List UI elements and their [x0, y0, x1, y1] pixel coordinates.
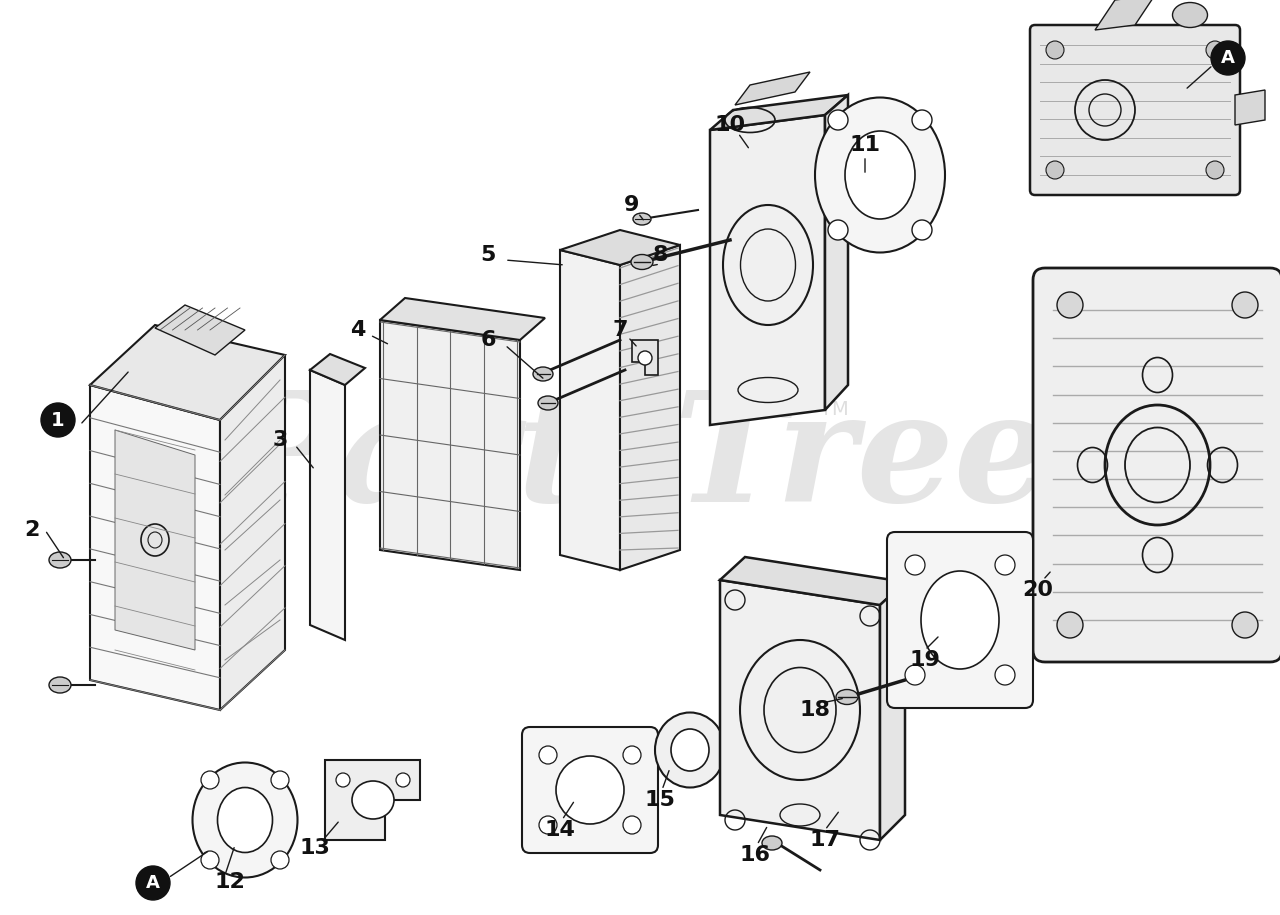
- Ellipse shape: [49, 552, 70, 568]
- Ellipse shape: [556, 756, 625, 824]
- Polygon shape: [632, 340, 658, 375]
- FancyBboxPatch shape: [522, 727, 658, 853]
- Text: 14: 14: [544, 820, 576, 840]
- Circle shape: [623, 746, 641, 764]
- Text: 15: 15: [645, 790, 676, 810]
- Text: 12: 12: [215, 872, 246, 892]
- Circle shape: [1231, 612, 1258, 638]
- Text: 20: 20: [1023, 580, 1053, 600]
- Polygon shape: [1094, 0, 1155, 30]
- Text: PartsTree: PartsTree: [228, 385, 1052, 534]
- Circle shape: [271, 771, 289, 789]
- Text: A: A: [1221, 49, 1235, 67]
- Circle shape: [335, 773, 349, 787]
- Text: 1: 1: [51, 411, 65, 429]
- Text: 2: 2: [24, 520, 40, 540]
- Polygon shape: [220, 355, 285, 710]
- Polygon shape: [561, 250, 620, 570]
- Text: 13: 13: [300, 838, 330, 858]
- Circle shape: [1057, 612, 1083, 638]
- Polygon shape: [380, 320, 520, 570]
- FancyBboxPatch shape: [887, 532, 1033, 708]
- Text: A: A: [146, 874, 160, 892]
- Polygon shape: [90, 385, 220, 710]
- Polygon shape: [90, 325, 285, 420]
- Text: 17: 17: [809, 830, 841, 850]
- Polygon shape: [710, 115, 826, 425]
- Polygon shape: [380, 298, 545, 340]
- Circle shape: [396, 773, 410, 787]
- Ellipse shape: [634, 213, 652, 225]
- FancyBboxPatch shape: [1033, 268, 1280, 662]
- Ellipse shape: [631, 254, 653, 270]
- Circle shape: [539, 816, 557, 834]
- Ellipse shape: [762, 836, 782, 850]
- Text: 16: 16: [740, 845, 771, 865]
- Ellipse shape: [532, 367, 553, 381]
- Circle shape: [136, 866, 170, 900]
- Text: 8: 8: [653, 245, 668, 265]
- Polygon shape: [620, 245, 680, 570]
- Ellipse shape: [538, 396, 558, 410]
- Ellipse shape: [922, 571, 998, 669]
- Polygon shape: [155, 305, 244, 355]
- Circle shape: [1211, 41, 1245, 75]
- Ellipse shape: [218, 788, 273, 853]
- Circle shape: [905, 665, 925, 685]
- Circle shape: [828, 110, 849, 130]
- Polygon shape: [325, 760, 420, 840]
- Polygon shape: [881, 582, 905, 840]
- Polygon shape: [115, 430, 195, 650]
- Polygon shape: [561, 230, 680, 265]
- Ellipse shape: [192, 762, 297, 877]
- Circle shape: [1046, 41, 1064, 59]
- Polygon shape: [1235, 90, 1265, 125]
- Ellipse shape: [49, 677, 70, 693]
- Text: 7: 7: [612, 320, 627, 340]
- Ellipse shape: [836, 690, 858, 705]
- Circle shape: [905, 555, 925, 575]
- Text: 18: 18: [800, 700, 831, 720]
- Polygon shape: [719, 557, 905, 605]
- Circle shape: [995, 555, 1015, 575]
- Circle shape: [539, 746, 557, 764]
- Polygon shape: [826, 95, 849, 410]
- Text: 10: 10: [714, 115, 745, 135]
- Circle shape: [828, 220, 849, 240]
- Circle shape: [911, 220, 932, 240]
- Circle shape: [623, 816, 641, 834]
- Circle shape: [1231, 292, 1258, 318]
- Circle shape: [201, 851, 219, 869]
- Circle shape: [995, 665, 1015, 685]
- Ellipse shape: [845, 131, 915, 219]
- Polygon shape: [719, 580, 881, 840]
- Text: 5: 5: [480, 245, 495, 265]
- Circle shape: [1046, 161, 1064, 179]
- Circle shape: [201, 771, 219, 789]
- Text: 6: 6: [480, 330, 495, 350]
- Circle shape: [1206, 41, 1224, 59]
- Polygon shape: [710, 95, 849, 130]
- Text: 19: 19: [910, 650, 941, 670]
- Text: 4: 4: [351, 320, 366, 340]
- Ellipse shape: [352, 781, 394, 819]
- Circle shape: [637, 351, 652, 365]
- Text: 11: 11: [850, 135, 881, 155]
- Text: 9: 9: [625, 195, 640, 215]
- Polygon shape: [310, 354, 365, 385]
- Circle shape: [41, 403, 76, 437]
- Ellipse shape: [655, 713, 724, 788]
- Polygon shape: [310, 370, 346, 640]
- Circle shape: [911, 110, 932, 130]
- Circle shape: [1057, 292, 1083, 318]
- FancyBboxPatch shape: [1030, 25, 1240, 195]
- Ellipse shape: [815, 98, 945, 253]
- Text: TM: TM: [820, 400, 849, 419]
- Ellipse shape: [1172, 3, 1207, 27]
- Ellipse shape: [671, 729, 709, 771]
- Text: 3: 3: [273, 430, 288, 450]
- Circle shape: [271, 851, 289, 869]
- Polygon shape: [735, 72, 810, 105]
- Circle shape: [1206, 161, 1224, 179]
